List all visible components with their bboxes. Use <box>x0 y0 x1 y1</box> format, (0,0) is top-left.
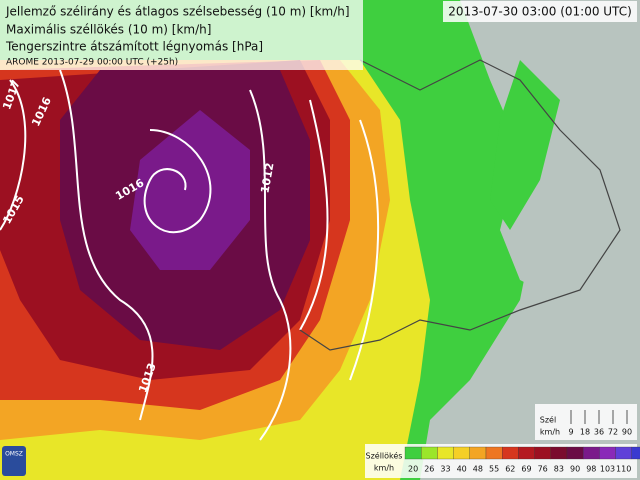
gust-legend-title: Széllökés <box>366 451 403 461</box>
gust-color-cell <box>615 446 632 460</box>
gust-tick-label: 48 <box>473 465 483 474</box>
model-run: AROME 2013-07-29 00:00 UTC (+25h) <box>6 58 178 68</box>
wind-legend-unit: km/h <box>540 428 560 437</box>
header-line: Jellemző szélirány és átlagos szélsebess… <box>5 5 350 19</box>
gust-tick-label: 83 <box>554 465 564 474</box>
gust-color-cell <box>469 446 487 460</box>
gust-tick-label: 110 <box>616 465 631 474</box>
gust-tick-label: 26 <box>424 465 434 474</box>
valid-time: 2013-07-30 03:00 (01:00 UTC) <box>448 5 632 19</box>
isobar-label: 1012 <box>258 162 276 194</box>
header-line: Tengerszintre átszámított légnyomás [hPa… <box>5 40 263 54</box>
gust-color-cell <box>502 446 519 460</box>
wind-tick-label: 18 <box>580 428 590 437</box>
gust-color-cell <box>599 446 616 460</box>
gust-color-cell <box>485 446 503 460</box>
gust-legend-unit: km/h <box>374 464 394 473</box>
gust-tick-label: 40 <box>457 465 467 474</box>
gust-color-cell <box>534 446 551 460</box>
gust-tick-label: 76 <box>538 465 548 474</box>
gust-tick-label: 33 <box>440 465 450 474</box>
logo <box>2 446 26 476</box>
gust-tick-label: 90 <box>570 465 580 474</box>
gust-color-cell <box>583 446 600 460</box>
valid-time-panel <box>443 1 637 22</box>
gust-color-cell <box>631 446 640 460</box>
gust-color-cell <box>404 446 422 460</box>
gust-tick-label: 55 <box>489 465 499 474</box>
wind-tick-label: 9 <box>568 428 573 437</box>
isobars <box>0 69 380 441</box>
gust-tick-label: 98 <box>586 465 596 474</box>
wind-tick-label: 90 <box>622 428 632 437</box>
wind-legend-panel <box>535 404 637 440</box>
wind-tick-label: 36 <box>594 428 604 437</box>
gust-color-cell <box>566 446 584 460</box>
gust-tick-label: 103 <box>600 465 615 474</box>
header-line: Maximális széllökés (10 m) [km/h] <box>6 23 211 37</box>
gust-color-cell <box>453 446 470 460</box>
border-line <box>299 59 621 351</box>
gust-color-bar: 20 26 33 40 48 55 62 69 76 83 90 98 103 110 <box>404 446 640 474</box>
gust-color-cell <box>518 446 535 460</box>
gust-tick-label: 62 <box>505 465 515 474</box>
gust-color-cell <box>421 446 438 460</box>
logo-text: OMSZ <box>5 451 23 458</box>
header-panel <box>0 0 363 70</box>
wind-legend-title: Szél <box>540 415 556 425</box>
gust-tick-label: 69 <box>521 465 531 474</box>
gust-color-cell <box>550 446 568 460</box>
gust-color-cell <box>437 446 454 460</box>
wind-tick-label: 72 <box>608 428 618 437</box>
wind-legend-ticks: 9 18 36 72 90 <box>568 410 632 437</box>
gust-tick-label: 20 <box>408 465 418 474</box>
